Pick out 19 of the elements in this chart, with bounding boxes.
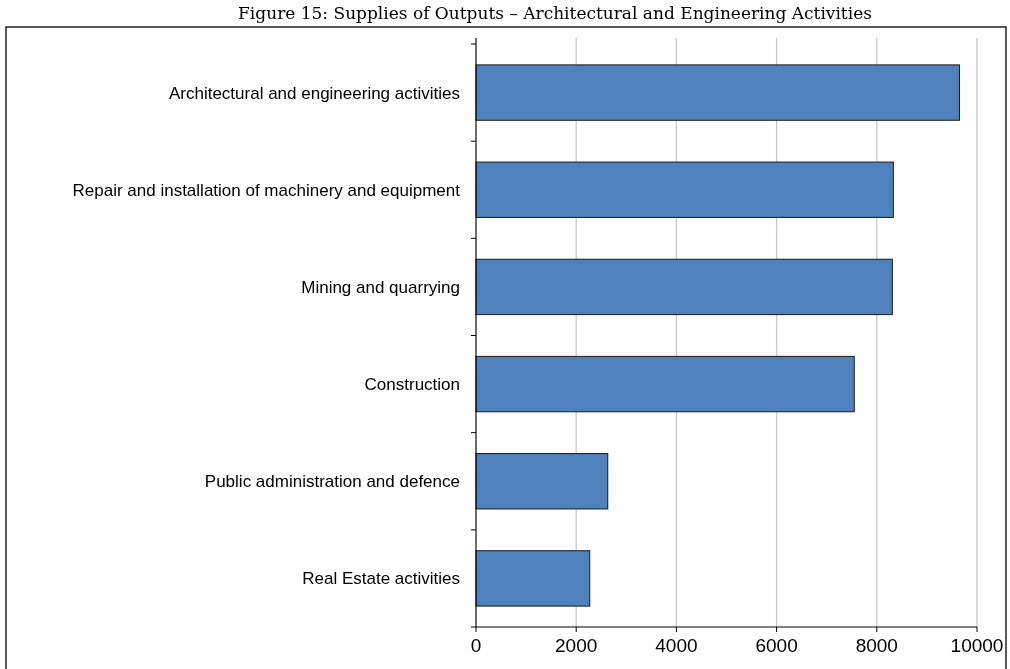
x-tick-label: 8000: [855, 635, 898, 656]
y-tick-label: Architectural and engineering activities: [168, 83, 460, 103]
y-tick-label: Construction: [364, 375, 460, 395]
bar: [475, 258, 893, 316]
x-tick-label: 10000: [950, 635, 1004, 656]
y-tick-label: Public administration and defence: [204, 472, 460, 492]
x-tick-label: 6000: [755, 635, 798, 656]
y-tick-label: Repair and installation of machinery and equipment: [72, 180, 461, 200]
bar: [475, 453, 609, 510]
y-tick-label: Real Estate activities: [302, 569, 460, 589]
x-tick-label: 4000: [655, 635, 698, 656]
y-tick-label: Mining and quarrying: [301, 277, 460, 297]
bar: [475, 550, 591, 607]
x-tick-label: 0: [470, 635, 482, 656]
bar: [475, 64, 960, 121]
x-tick-label: 2000: [555, 635, 598, 656]
bar: [475, 355, 855, 413]
bar: [475, 161, 894, 218]
chart-title: Figure 15: Supplies of Outputs – Architectural and Engineering Activities: [238, 3, 872, 23]
